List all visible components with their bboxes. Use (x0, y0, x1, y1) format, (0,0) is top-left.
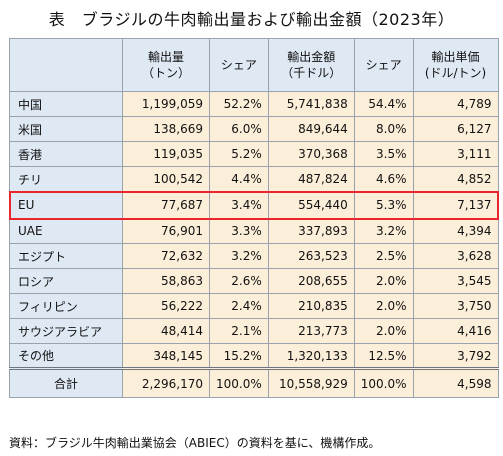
cell-valshare: 5.3% (353, 191, 414, 219)
cell-volume: 76,901 (122, 218, 210, 244)
cell-value: 213,773 (267, 318, 355, 344)
cell-valshare: 2.5% (353, 243, 414, 269)
cell-vshare: 5.2% (209, 141, 269, 167)
source-note: 資料：ブラジル牛肉輸出業協会（ABIEC）の資料を基に、機構作成。 (9, 436, 381, 450)
cell-valshare: 2.0% (353, 318, 414, 344)
total-volume: 2,296,170 (122, 367, 210, 398)
cell-valshare: 2.0% (353, 268, 414, 294)
cell-valshare: 4.6% (353, 166, 414, 192)
row-label: UAE (9, 218, 123, 244)
cell-vshare: 52.2% (209, 91, 269, 117)
table-title: 表 ブラジルの牛肉輸出量および輸出金額（2023年） (48, 10, 455, 29)
cell-value: 208,655 (267, 268, 355, 294)
cell-vshare: 3.3% (209, 218, 269, 244)
cell-price: 4,789 (412, 91, 499, 117)
row-label: フィリピン (9, 293, 123, 319)
cell-price: 3,750 (412, 293, 499, 319)
table-row: チリ 100,542 4.4% 487,824 4.6% 4,852 (9, 166, 499, 192)
row-label: ロシア (9, 268, 123, 294)
cell-valshare: 12.5% (353, 343, 414, 369)
row-label: 香港 (9, 141, 123, 167)
cell-value: 5,741,838 (267, 91, 355, 117)
cell-price: 3,111 (412, 141, 499, 167)
cell-valshare: 54.4% (353, 91, 414, 117)
header-unit-price: 輸出単価 (ドル/トン) (412, 38, 499, 92)
table-row: 香港 119,035 5.2% 370,368 3.5% 3,111 (9, 141, 499, 167)
cell-price: 4,394 (412, 218, 499, 244)
total-price: 4,598 (412, 367, 499, 398)
cell-value: 210,835 (267, 293, 355, 319)
header-volume-share: シェア (209, 38, 269, 92)
cell-volume: 48,414 (122, 318, 210, 344)
cell-valshare: 3.5% (353, 141, 414, 167)
cell-value: 554,440 (267, 191, 355, 219)
cell-vshare: 15.2% (209, 343, 269, 369)
header-value: 輸出金額 （千ドル） (267, 38, 355, 92)
cell-vshare: 2.4% (209, 293, 269, 319)
total-row: 合計 2,296,170 100.0% 10,558,929 100.0% 4,598 (9, 367, 499, 398)
cell-price: 3,628 (412, 243, 499, 269)
cell-valshare: 2.0% (353, 293, 414, 319)
cell-volume: 119,035 (122, 141, 210, 167)
table-row: EU 77,687 3.4% 554,440 5.3% 7,137 (9, 191, 499, 219)
table-row: フィリピン 56,222 2.4% 210,835 2.0% 3,750 (9, 293, 499, 319)
header-volume: 輸出量 （トン） (122, 38, 210, 92)
cell-vshare: 3.2% (209, 243, 269, 269)
cell-value: 370,368 (267, 141, 355, 167)
cell-value: 849,644 (267, 116, 355, 142)
cell-price: 4,852 (412, 166, 499, 192)
cell-vshare: 3.4% (209, 191, 269, 219)
cell-price: 3,545 (412, 268, 499, 294)
cell-vshare: 2.1% (209, 318, 269, 344)
cell-value: 263,523 (267, 243, 355, 269)
cell-price: 7,137 (412, 191, 499, 219)
row-label: その他 (9, 343, 123, 369)
cell-value: 1,320,133 (267, 343, 355, 369)
total-valshare: 100.0% (353, 367, 414, 398)
total-label: 合計 (9, 367, 123, 398)
cell-value: 337,893 (267, 218, 355, 244)
total-vshare: 100.0% (209, 367, 269, 398)
table-row: サウジアラビア 48,414 2.1% 213,773 2.0% 4,416 (9, 318, 499, 344)
cell-price: 6,127 (412, 116, 499, 142)
header-row: 輸出量 （トン） シェア 輸出金額 （千ドル） シェア 輸出単価 (ドル/トン) (9, 38, 499, 92)
cell-vshare: 2.6% (209, 268, 269, 294)
row-label: 米国 (9, 116, 123, 142)
cell-volume: 58,863 (122, 268, 210, 294)
table-row: エジプト 72,632 3.2% 263,523 2.5% 3,628 (9, 243, 499, 269)
header-value-share: シェア (353, 38, 414, 92)
cell-volume: 348,145 (122, 343, 210, 369)
cell-price: 4,416 (412, 318, 499, 344)
table-row: 中国 1,199,059 52.2% 5,741,838 54.4% 4,789 (9, 91, 499, 117)
cell-volume: 1,199,059 (122, 91, 210, 117)
cell-price: 3,792 (412, 343, 499, 369)
table-body: 中国 1,199,059 52.2% 5,741,838 54.4% 4,789 米国 138… (9, 91, 499, 398)
row-label: サウジアラビア (9, 318, 123, 344)
table-row: その他 348,145 15.2% 1,320,133 12.5% 3,792 (9, 343, 499, 369)
cell-valshare: 8.0% (353, 116, 414, 142)
cell-vshare: 4.4% (209, 166, 269, 192)
row-label: EU (9, 191, 123, 219)
table-row: UAE 76,901 3.3% 337,893 3.2% 4,394 (9, 218, 499, 244)
row-label: 中国 (9, 91, 123, 117)
header-corner (9, 38, 123, 92)
cell-volume: 138,669 (122, 116, 210, 142)
table-row: ロシア 58,863 2.6% 208,655 2.0% 3,545 (9, 268, 499, 294)
cell-volume: 56,222 (122, 293, 210, 319)
cell-valshare: 3.2% (353, 218, 414, 244)
table-row: 米国 138,669 6.0% 849,644 8.0% 6,127 (9, 116, 499, 142)
row-label: エジプト (9, 243, 123, 269)
row-label: チリ (9, 166, 123, 192)
cell-volume: 100,542 (122, 166, 210, 192)
cell-vshare: 6.0% (209, 116, 269, 142)
cell-value: 487,824 (267, 166, 355, 192)
export-table: 輸出量 （トン） シェア 輸出金額 （千ドル） シェア 輸出単価 (ドル/トン) 中国… (9, 38, 499, 398)
cell-volume: 77,687 (122, 191, 210, 219)
cell-volume: 72,632 (122, 243, 210, 269)
total-value: 10,558,929 (267, 367, 355, 398)
